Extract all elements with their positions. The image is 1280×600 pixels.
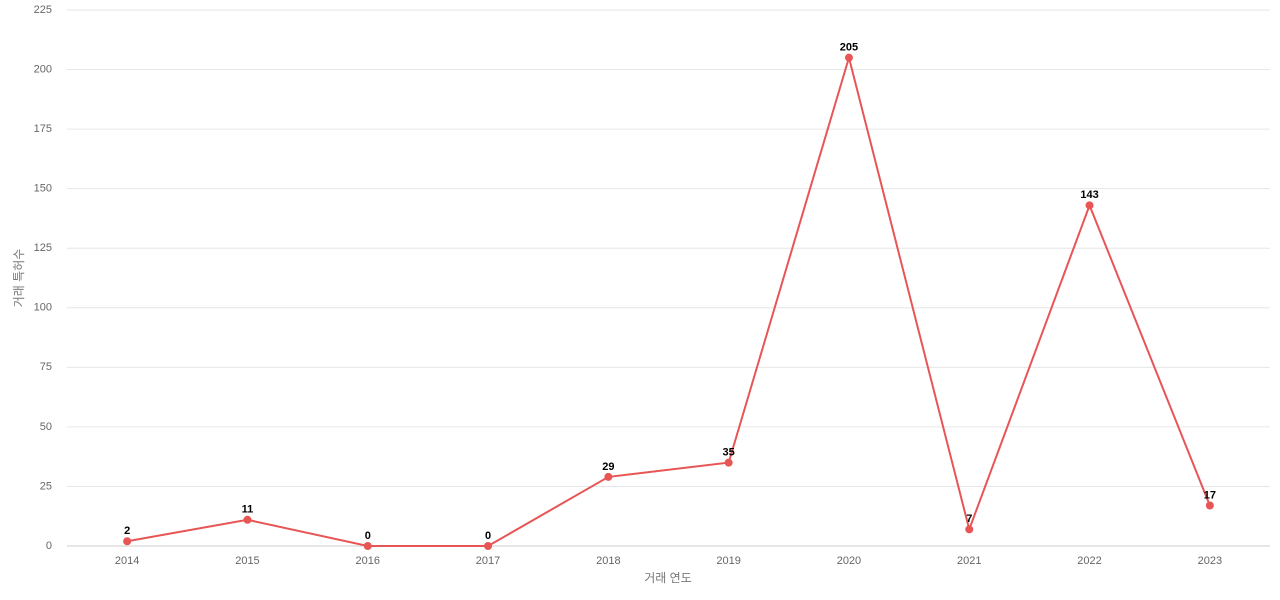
line bbox=[126, 53, 1211, 547]
point bbox=[844, 53, 853, 62]
point bbox=[363, 542, 372, 550]
data-label: 205 bbox=[840, 42, 858, 54]
x-tick-label: 2014 bbox=[115, 555, 139, 567]
data-label: 0 bbox=[365, 530, 371, 542]
x-tick-label: 2023 bbox=[1198, 555, 1222, 567]
x-tick-label: 2020 bbox=[837, 555, 861, 567]
y-tick-label: 150 bbox=[34, 183, 52, 195]
x-tick-label: 2021 bbox=[957, 555, 981, 567]
point bbox=[484, 542, 493, 550]
y-tick-label: 75 bbox=[40, 361, 52, 373]
y-tick-label: 100 bbox=[34, 302, 52, 314]
point bbox=[965, 525, 974, 534]
point bbox=[123, 537, 132, 546]
x-tick-label: 2022 bbox=[1077, 555, 1101, 567]
point bbox=[243, 515, 252, 524]
data-label: 29 bbox=[602, 461, 614, 473]
x-tick-label: 2015 bbox=[235, 555, 259, 567]
y-tick-label: 25 bbox=[40, 480, 52, 492]
data-label: 2 bbox=[124, 525, 130, 537]
point bbox=[1085, 201, 1094, 210]
data-label: 0 bbox=[485, 530, 491, 542]
data-label: 7 bbox=[966, 513, 972, 525]
point bbox=[604, 472, 613, 481]
x-tick-label: 2019 bbox=[716, 555, 740, 567]
x-tick-label: 2017 bbox=[476, 555, 500, 567]
x-axis-label: 거래 연도 bbox=[644, 571, 692, 585]
point bbox=[1205, 501, 1214, 510]
y-tick-label: 175 bbox=[34, 123, 52, 135]
data-label: 11 bbox=[242, 504, 254, 516]
data-label: 17 bbox=[1204, 489, 1216, 501]
y-tick-label: 50 bbox=[40, 421, 52, 433]
y-tick-label: 225 bbox=[34, 4, 52, 16]
y-tick-label: 125 bbox=[34, 242, 52, 254]
y-axis-label: 거래 특허수 bbox=[12, 249, 26, 308]
point bbox=[724, 458, 733, 467]
x-tick-label: 2018 bbox=[596, 555, 620, 567]
data-label: 35 bbox=[723, 447, 735, 459]
y-tick-label: 0 bbox=[46, 540, 52, 552]
x-tick-label: 2016 bbox=[356, 555, 380, 567]
y-tick-label: 200 bbox=[34, 63, 52, 75]
data-label: 143 bbox=[1080, 189, 1098, 201]
